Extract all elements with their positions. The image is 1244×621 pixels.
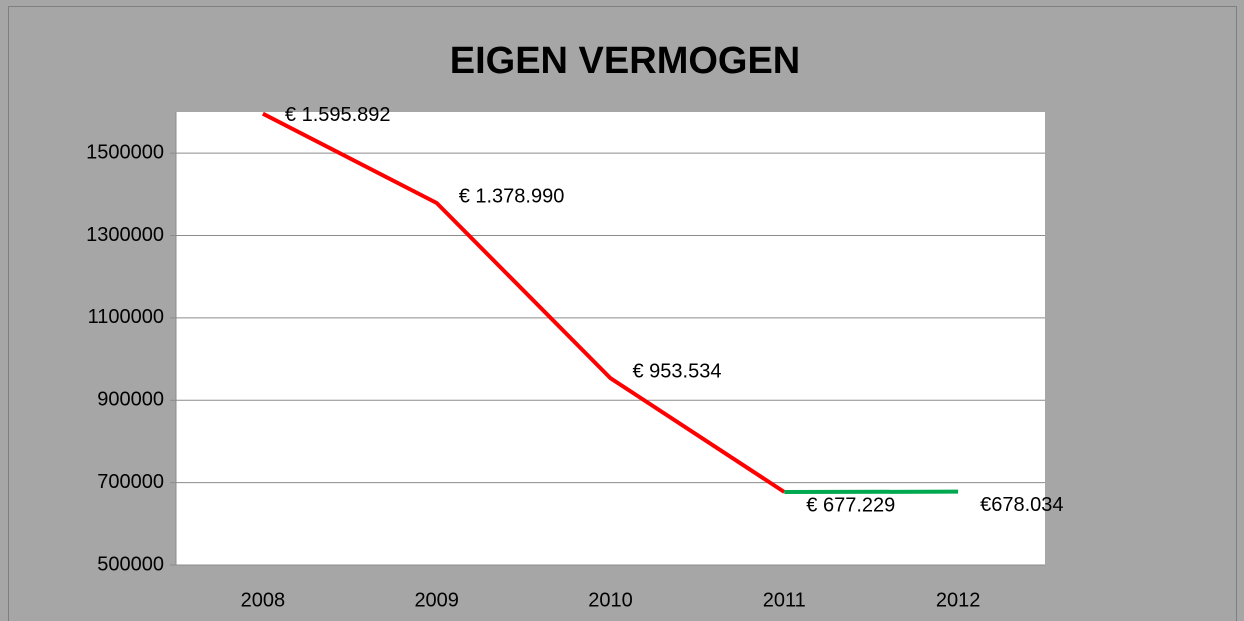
data-label: €678.034 — [980, 494, 1063, 516]
y-tick-label: 900000 — [97, 389, 164, 411]
x-tick-label: 2008 — [241, 589, 286, 611]
x-tick-label: 2012 — [936, 589, 981, 611]
y-tick-label: 700000 — [97, 471, 164, 493]
data-label: € 1.595.892 — [285, 104, 391, 126]
chart-title: EIGEN VERMOGEN — [450, 40, 801, 82]
x-tick-label: 2009 — [414, 589, 459, 611]
y-tick-label: 1300000 — [86, 224, 164, 246]
y-tick-label: 1500000 — [86, 141, 164, 163]
y-tick-label: 1100000 — [88, 306, 164, 328]
line-series — [261, 111, 786, 494]
x-tick-label: 2010 — [588, 589, 633, 611]
plot-area — [176, 112, 1045, 565]
y-tick-label: 500000 — [97, 553, 164, 575]
x-tick-label: 2011 — [763, 589, 806, 611]
data-label: € 953.534 — [633, 361, 722, 383]
chart-border — [8, 6, 1237, 621]
data-label: € 677.229 — [806, 494, 895, 516]
data-label: € 1.378.990 — [459, 185, 565, 207]
